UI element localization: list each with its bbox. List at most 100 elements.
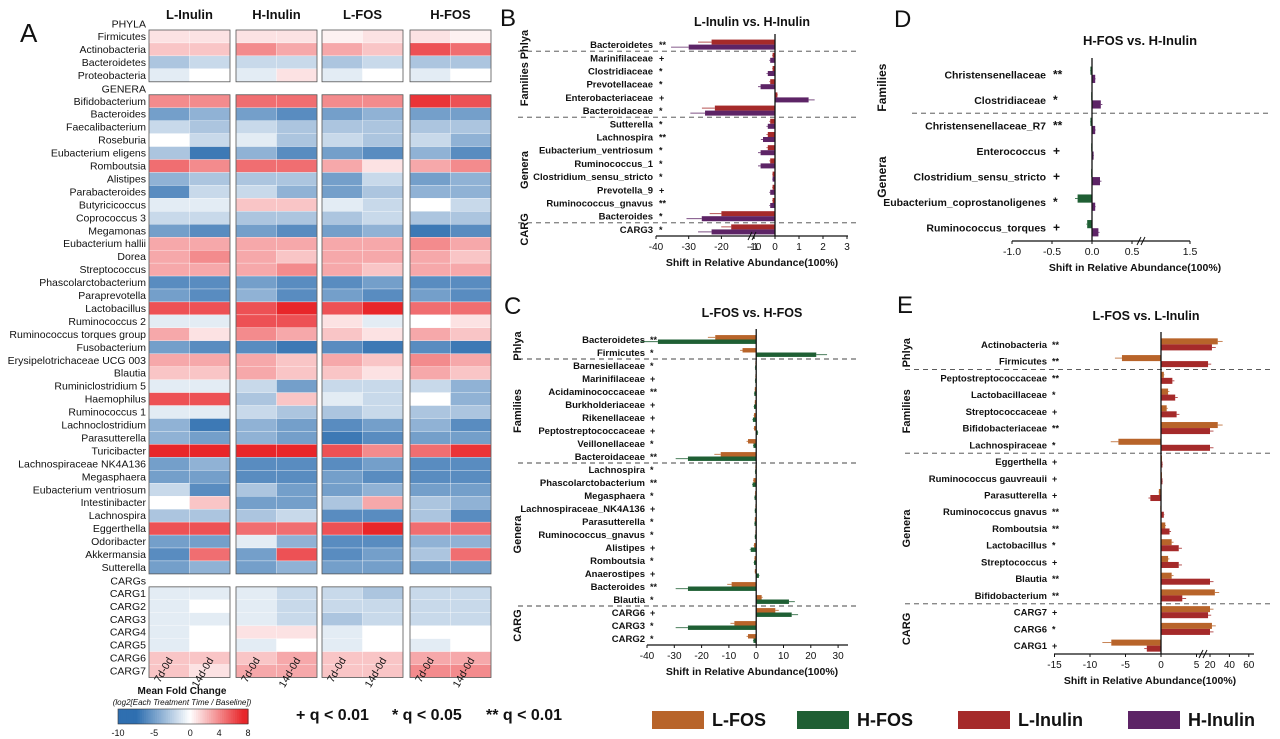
colorbar-segment [243,709,247,724]
heatmap-cell [362,599,404,613]
heatmap-cell [189,172,231,186]
heatmap-cell [450,496,492,510]
x-tick-label: -1 [750,242,759,253]
heatmap-cell [148,262,190,277]
heatmap-cell [321,612,363,626]
heatmap-row-label: CARG5 [110,640,146,652]
x-tick-label: 0 [772,242,778,253]
colorbar-segment [157,709,160,724]
legend-label-h-fos: H-FOS [857,710,913,730]
heatmap-cell [450,327,492,341]
heatmap-cell [409,249,451,264]
colorbar-segment [146,709,149,724]
heatmap-cell [450,534,492,549]
heatmap-cell [362,547,404,562]
category-label: CARG3 [612,621,645,632]
heatmap-cell [148,599,190,613]
heatmap-cell [148,496,190,510]
panel-label-a: A [20,18,38,48]
heatmap-row-label: CARG2 [110,601,146,613]
heatmap-cell [276,379,318,393]
bar-l-inulin [772,197,775,203]
heatmap-cell [409,521,451,536]
heatmap-cell [409,94,451,108]
sig-plus-label: + q < 0.01 [296,707,369,724]
x-tick-label: 0.0 [1085,246,1100,258]
heatmap-row-label: Blautia [114,368,146,380]
heatmap-cell [276,55,318,70]
colorbar-segment [215,709,219,724]
significance-mark: ** [659,40,667,50]
heatmap-cell [189,249,231,264]
heatmap-cell [450,508,492,523]
panel-label-d: D [894,6,911,33]
bar-l-fos [748,439,757,444]
bar-h-inulin [711,229,775,235]
colorbar-segment [226,709,230,724]
significance-mark: * [650,465,654,475]
heatmap-cell [409,133,451,147]
colorbar-tick: 8 [245,728,250,738]
colorbar-segment [141,709,145,724]
heatmap-cell [276,198,318,212]
heatmap-cell [321,249,363,264]
colorbar-segment [144,709,147,724]
heatmap-row-label: Intestinibacter [81,497,147,509]
heatmap-cell [235,508,277,523]
significance-mark: * [650,491,654,501]
heatmap-row-label: Odoribacter [91,536,146,548]
significance-mark: * [659,106,663,116]
category-label: Eggerthella [995,457,1047,468]
heatmap-cell [409,496,451,510]
heatmap-cell [148,55,190,70]
heatmap-cell [148,94,190,108]
bar-l-fos [753,478,757,483]
heatmap-cell [189,237,231,251]
significance-mark: * [659,146,663,156]
heatmap-cell [148,418,190,432]
heatmap-cell [450,379,492,393]
heatmap-cell [148,586,190,600]
significance-mark: ** [650,387,658,397]
heatmap-row-label: Bacteroides [91,109,146,121]
heatmap-cell [362,224,404,238]
heatmap-cell [409,29,451,44]
heatmap-cell [148,172,190,186]
heatmap-cell [409,68,451,82]
heatmap-cell [276,262,318,277]
category-label: Bifidobacteriaceae [963,424,1047,435]
heatmap-section-frame [409,94,492,575]
bar-l-inulin [770,158,775,164]
colorbar-segment [150,709,154,724]
heatmap-section-frame [321,29,404,83]
heatmap-cell [235,418,277,432]
x-tick-label: -30 [681,242,696,253]
heatmap-cell [450,146,492,160]
heatmap-cell [409,379,451,393]
category-label: Parasutterella [582,517,646,528]
bar-l-fos [720,452,757,457]
category-label: Firmicutes [999,357,1047,368]
colorbar-segment [224,709,227,724]
category-label: Clostridium_sensu_stricto [914,172,1046,184]
heatmap-cell [276,483,318,497]
category-label: Enterobacteriaceae [565,93,653,104]
category-label: Blautia [613,595,645,606]
panel-title: L-Inulin vs. H-Inulin [694,15,810,29]
heatmap-cell [148,224,190,238]
bar-l-inulin [1161,612,1209,619]
bar-l-fos [1161,606,1210,613]
heatmap-cell [321,444,363,458]
bar-l-inulin [1161,377,1173,384]
heatmap-cell [362,379,404,393]
heatmap-cell [409,444,451,458]
heatmap-cell [409,314,451,328]
bar-h-inulin [760,84,775,90]
x-tick-label: -10 [722,651,737,662]
heatmap-cell [276,599,318,613]
colorbar-segment [120,709,123,724]
heatmap-section-frame [148,94,231,575]
significance-mark: * [1052,541,1056,551]
bar-h-fos [754,560,757,565]
heatmap-cell [321,483,363,497]
